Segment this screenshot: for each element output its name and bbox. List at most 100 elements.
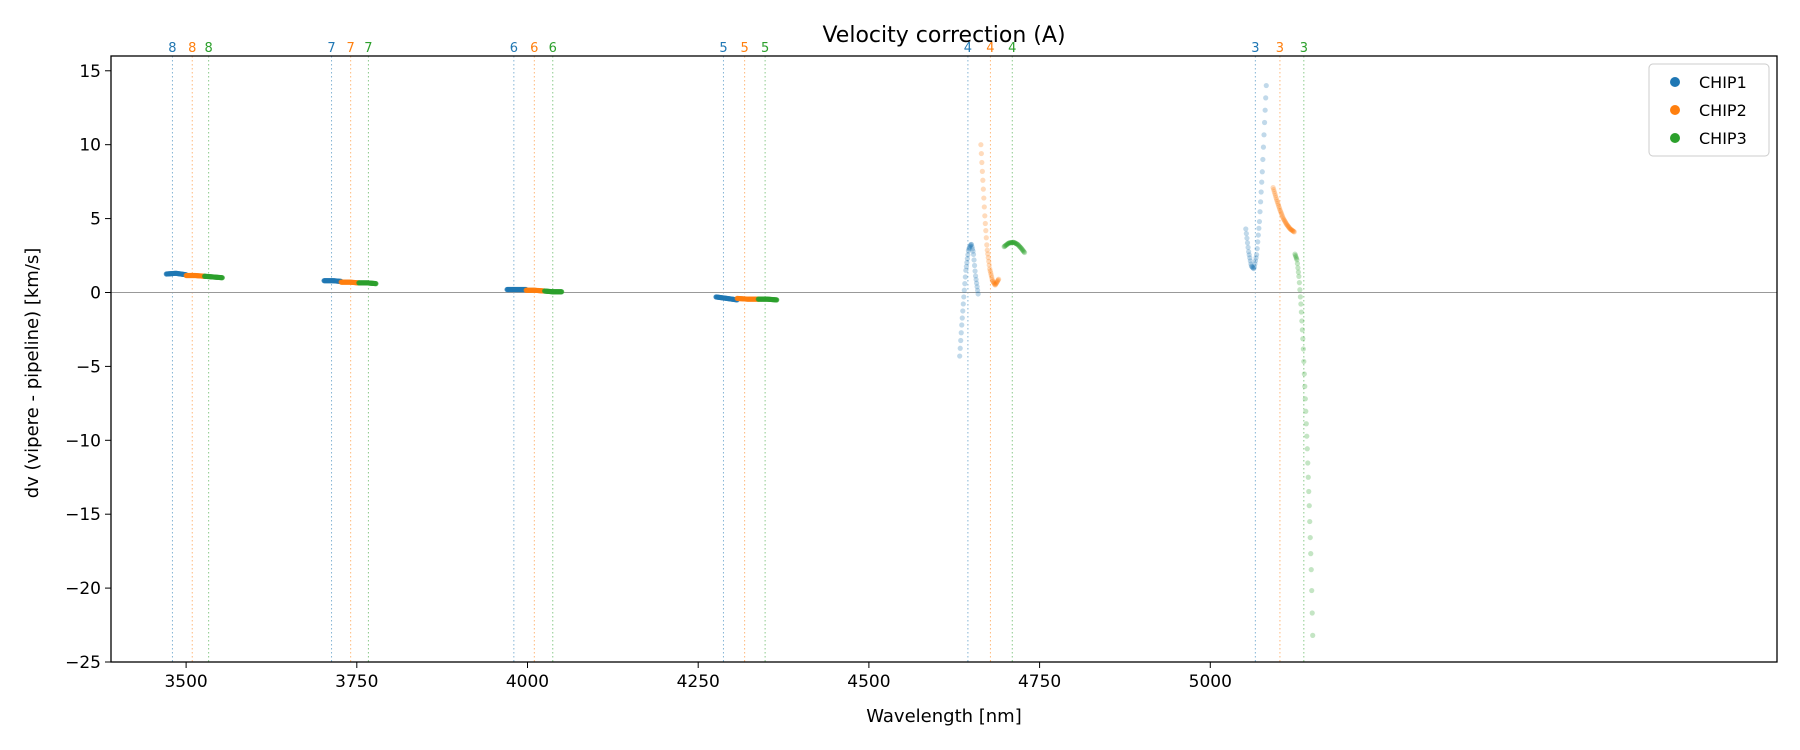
- data-point: [1020, 248, 1027, 254]
- data-point: [1285, 224, 1291, 230]
- data-point: [1006, 240, 1012, 246]
- data-point: [979, 159, 985, 166]
- data-point: [1282, 219, 1289, 225]
- data-point: [1277, 207, 1283, 213]
- y-axis: 15 10 5 0 −5 −10 −15 −20 −25: [65, 62, 111, 673]
- legend-label: CHIP2: [1699, 101, 1747, 120]
- data-point: [982, 220, 988, 227]
- data-point: [1257, 199, 1264, 205]
- data-point: [1251, 264, 1257, 270]
- data-point: [995, 278, 1001, 284]
- data-point: [219, 275, 225, 281]
- data-point: [1019, 247, 1025, 253]
- data-point: [1002, 243, 1008, 249]
- data-point: [963, 263, 969, 270]
- order-marker-label: 6: [530, 41, 538, 56]
- data-point: [1289, 228, 1296, 234]
- data-point: [1258, 189, 1264, 195]
- x-tick-label: 5000: [1189, 672, 1232, 692]
- data-point: [1298, 309, 1304, 315]
- data-point: [1243, 226, 1249, 232]
- order-markers: 8 7 6 5 4 3 8 7 6 5 4 3 8 7 6 5 4 3: [168, 41, 1308, 662]
- data-point: [990, 279, 996, 285]
- data-point: [1008, 240, 1014, 246]
- legend-marker: [1670, 77, 1680, 87]
- data-point: [969, 246, 976, 252]
- order-marker-label: 5: [761, 41, 769, 56]
- data-point: [988, 272, 994, 278]
- data-point: [1306, 488, 1312, 495]
- data-point: [967, 242, 974, 249]
- data-point: [1252, 261, 1258, 267]
- data-point: [1247, 258, 1253, 264]
- data-point: [965, 248, 972, 254]
- data-point: [960, 308, 966, 314]
- data-point: [989, 274, 995, 280]
- data-point: [1284, 221, 1290, 227]
- data-point: [1278, 210, 1284, 216]
- data-point: [1302, 383, 1308, 389]
- data-point: [1001, 244, 1007, 250]
- x-tick-label: 4750: [1018, 672, 1061, 692]
- data-point: [986, 262, 992, 268]
- data-point: [1019, 246, 1025, 252]
- order-marker-label: 7: [364, 41, 372, 56]
- data-point: [1272, 191, 1278, 197]
- data-point: [993, 281, 999, 287]
- data-point: [1252, 258, 1259, 264]
- data-point: [1292, 252, 1299, 259]
- data-point: [1012, 240, 1018, 246]
- legend-marker: [1670, 105, 1680, 115]
- data-point: [1304, 433, 1310, 439]
- data-point: [1016, 243, 1023, 249]
- data-point: [1246, 249, 1252, 255]
- data-point: [959, 315, 965, 321]
- data-point: [1275, 200, 1281, 206]
- data-point: [1005, 240, 1011, 247]
- data-point: [1004, 241, 1010, 248]
- data-point: [1254, 252, 1260, 258]
- x-tick-label: 4000: [506, 672, 549, 692]
- data-point: [1008, 239, 1015, 246]
- data-point: [983, 228, 989, 234]
- data-point: [1302, 396, 1308, 402]
- order-marker-label: 8: [168, 41, 176, 56]
- data-point: [1281, 216, 1287, 222]
- data-point: [1278, 209, 1284, 215]
- data-point: [1296, 273, 1302, 279]
- data-point: [1255, 239, 1261, 245]
- data-point: [1286, 225, 1293, 231]
- data-point: [1251, 265, 1257, 272]
- data-point: [1010, 239, 1016, 245]
- data-point: [1018, 245, 1024, 251]
- data-point: [1306, 503, 1312, 509]
- data-point: [970, 251, 977, 258]
- data-point: [988, 270, 994, 276]
- x-axis-title: Wavelength [nm]: [866, 706, 1022, 727]
- data-point: [1011, 240, 1017, 246]
- data-point: [1256, 225, 1262, 231]
- data-point: [1297, 294, 1303, 300]
- data-point: [1276, 204, 1282, 210]
- data-point: [1002, 243, 1008, 249]
- data-point: [991, 280, 997, 286]
- data-point: [1270, 184, 1276, 191]
- data-point: [1283, 220, 1289, 226]
- data-point: [774, 297, 780, 303]
- y-tick-label: −15: [65, 505, 101, 525]
- data-point: [983, 235, 989, 241]
- data-point: [1282, 218, 1288, 224]
- data-point: [957, 353, 963, 359]
- plot-frame: [110, 55, 1778, 663]
- data-point: [1294, 257, 1300, 263]
- data-point: [1248, 261, 1254, 267]
- order-marker-label: 4: [1008, 41, 1016, 56]
- data-point: [991, 280, 997, 287]
- data-point: [972, 268, 978, 274]
- data-point: [1263, 82, 1269, 89]
- data-point: [1244, 235, 1250, 241]
- data-point: [1286, 224, 1292, 230]
- data-point: [975, 287, 981, 293]
- data-point: [980, 186, 986, 192]
